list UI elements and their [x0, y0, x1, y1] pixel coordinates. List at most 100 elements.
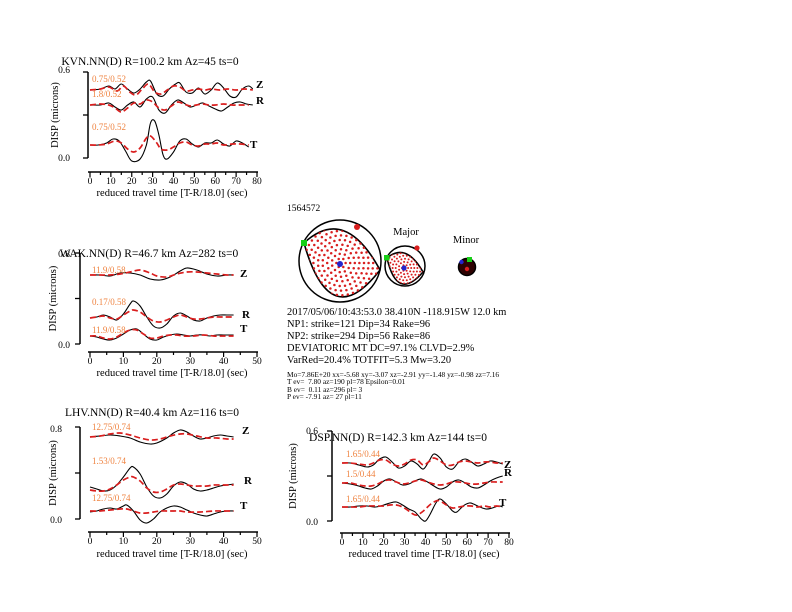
- x-tick-label: 10: [106, 177, 116, 187]
- amplitude-fit-label: 11.9/0.58: [92, 325, 126, 335]
- observed-trace-z: [89, 79, 254, 99]
- amplitude-fit-label: 0.75/0.52: [92, 122, 126, 132]
- focal-mechanism-minor: [457, 257, 477, 277]
- observed-trace-z: [341, 453, 503, 470]
- amplitude-fit-label: 1.8/0.52: [92, 89, 122, 99]
- amplitude-fit-label: 1.53/0.74: [92, 456, 127, 466]
- fit-line: VarRed=20.4% TOTFIT=5.3 Mw=3.20: [287, 355, 452, 366]
- x-tick-label: 10: [358, 538, 368, 548]
- observed-trace-z: [89, 429, 234, 445]
- mt-type-line: DEVIATORIC MT DC=97.1% CLVD=2.9%: [287, 343, 475, 354]
- x-tick-label: 0: [340, 538, 345, 548]
- observed-trace-t: [89, 504, 234, 524]
- observed-trace-z: [89, 267, 234, 281]
- synthetic-trace-z: [89, 83, 253, 96]
- y-tick-label-max: 0.6: [58, 66, 70, 76]
- solution-text-block: 2017/05/06/10:43:53.0 38.410N -118.915W …: [287, 307, 506, 400]
- component-label-z: Z: [240, 268, 247, 280]
- x-tick-label: 0: [88, 357, 93, 367]
- synthetic-trace-z: [341, 457, 503, 467]
- synthetic-trace-r: [89, 309, 234, 323]
- np2-line: NP2: strike=294 Dip=56 Rake=86: [287, 331, 431, 342]
- x-tick-label: 60: [211, 177, 221, 187]
- x-tick-label: 30: [400, 538, 410, 548]
- synthetic-trace-r: [341, 479, 503, 488]
- component-label-r: R: [244, 475, 253, 487]
- component-label-t: T: [240, 323, 248, 335]
- station-panel-kvn-nn: KVN.NN(D) R=100.2 km Az=45 ts=00.6 0.0 DIS…: [50, 56, 265, 199]
- x-tick-label: 40: [219, 537, 229, 547]
- station-marker-green: [467, 257, 472, 262]
- y-axis-label: DISP (microns): [48, 440, 59, 506]
- station-marker-green: [384, 255, 390, 261]
- x-tick-label: 30: [185, 537, 195, 547]
- y-axis-label: DISP (microns): [288, 443, 299, 509]
- p-axis-line: P ev= -7.91 az= 27 pl=11: [287, 391, 362, 401]
- x-axis-label: reduced travel time [T-R/18.0] (sec): [97, 549, 248, 560]
- synthetic-trace-t: [89, 507, 234, 515]
- component-label-r: R: [504, 467, 513, 479]
- y-tick-label-min: 0.0: [306, 518, 318, 528]
- amplitude-fit-label: 11.9/0.58: [92, 265, 126, 275]
- observed-trace-r: [89, 465, 234, 499]
- component-label-r: R: [242, 309, 251, 321]
- x-axis-label: reduced travel time [T-R/18.0] (sec): [97, 188, 248, 199]
- x-tick-label: 40: [421, 538, 431, 548]
- center-marker-blue: [337, 261, 343, 267]
- x-tick-label: 30: [185, 357, 195, 367]
- x-tick-label: 40: [219, 357, 229, 367]
- amplitude-fit-label: 1.65/0.44: [346, 494, 381, 504]
- x-axis-label: reduced travel time [T-R/18.0] (sec): [349, 549, 500, 560]
- station-panel-lhv-nn: LHV.NN(D) R=40.4 km Az=116 ts=00.8 0.0 DIS…: [48, 407, 262, 560]
- panel-title: LHV.NN(D) R=40.4 km Az=116 ts=0: [65, 407, 239, 419]
- amplitude-fit-label: 1.5/0.44: [346, 469, 376, 479]
- x-tick-label: 50: [442, 538, 452, 548]
- y-axis-label: DISP (microns): [48, 265, 59, 331]
- x-tick-label: 10: [119, 537, 129, 547]
- station-marker-red: [354, 224, 360, 230]
- np1-line: NP1: strike=121 Dip=34 Rake=96: [287, 319, 431, 330]
- x-tick-label: 50: [190, 177, 200, 187]
- center-marker-blue: [459, 259, 464, 265]
- t-axis-line: T ev= 7.80 az=190 pl=78 Epsilon=0.01: [287, 377, 406, 387]
- x-tick-label: 40: [169, 177, 179, 187]
- amplitude-fit-label: 0.17/0.58: [92, 297, 127, 307]
- amplitude-fit-label: 0.75/0.52: [92, 74, 126, 84]
- x-tick-label: 20: [152, 357, 162, 367]
- x-tick-label: 20: [127, 177, 137, 187]
- panel-title: DSP.NN(D) R=142.3 km Az=144 ts=0: [309, 432, 487, 444]
- moment-tensor-line: Mo=7.86E+20 xx=-5.68 xy=-3.07 xz=-2.91 y…: [287, 370, 500, 379]
- observed-trace-r: [89, 95, 253, 114]
- panel-title: WAK.NN(D) R=46.7 km Az=282 ts=0: [60, 248, 239, 260]
- synthetic-trace-z: [89, 432, 234, 441]
- origin-line: 2017/05/06/10:43:53.0 38.410N -118.915W …: [287, 307, 507, 318]
- x-tick-label: 30: [148, 177, 158, 187]
- y-tick-label-min: 0.0: [50, 516, 62, 526]
- synthetic-trace-t: [341, 499, 503, 517]
- component-label-t: T: [250, 139, 258, 151]
- x-tick-label: 80: [504, 538, 514, 548]
- synthetic-trace-r: [89, 99, 249, 113]
- amplitude-fit-label: 12.75/0.74: [92, 422, 131, 432]
- x-tick-label: 70: [231, 177, 241, 187]
- x-tick-label: 80: [252, 177, 262, 187]
- station-panel-dsp-nn: DSP.NN(D) R=142.3 km Az=144 ts=00.6 0.0 DI…: [288, 427, 514, 560]
- y-tick-label-min: 0.0: [58, 154, 70, 164]
- station-marker-red: [464, 266, 470, 272]
- b-axis-line: B ev= 0.11 az=296 pl= 3: [287, 384, 363, 394]
- y-axis-label: DISP (microns): [50, 82, 61, 148]
- x-tick-label: 0: [88, 537, 93, 547]
- component-label-z: Z: [256, 79, 263, 91]
- x-tick-label: 20: [152, 537, 162, 547]
- y-tick-label-max: 0.8: [50, 425, 62, 435]
- event-id: 1564572: [287, 204, 321, 214]
- amplitude-fit-label: 1.65/0.44: [346, 449, 381, 459]
- x-tick-label: 70: [483, 538, 493, 548]
- x-tick-label: 60: [463, 538, 473, 548]
- component-label-z: Z: [242, 425, 249, 437]
- beachball-minor-label: Minor: [452, 235, 480, 246]
- y-tick-label-max: 0.6: [306, 427, 318, 437]
- station-marker-red: [414, 245, 420, 251]
